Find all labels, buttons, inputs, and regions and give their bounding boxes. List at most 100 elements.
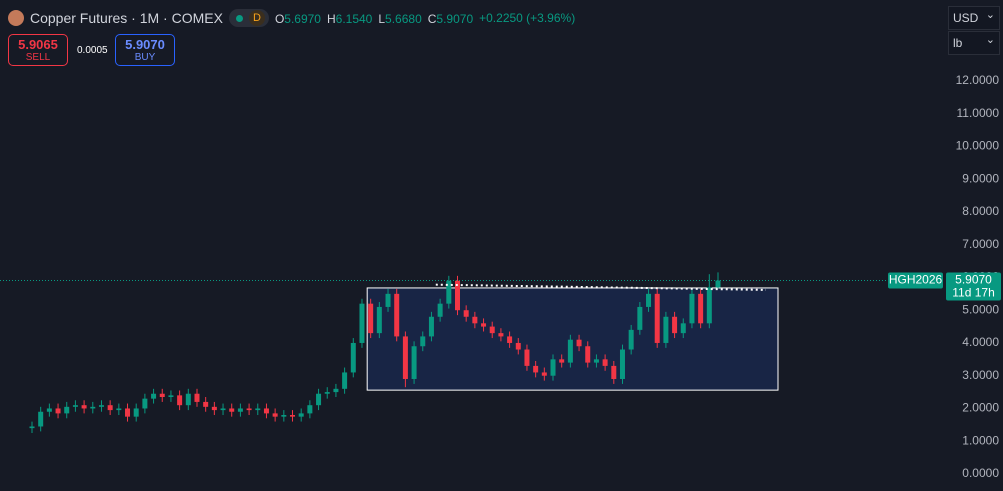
candle-body xyxy=(90,406,96,409)
candle-body xyxy=(611,365,617,379)
y-tick-label: 10.0000 xyxy=(956,139,1000,153)
ohlc-key: H xyxy=(326,12,336,26)
candle-body xyxy=(637,306,643,330)
candle-body xyxy=(698,293,704,324)
candle-body xyxy=(376,306,382,334)
ohlc-key: L xyxy=(378,12,386,26)
candle-body xyxy=(567,339,573,363)
candle-body xyxy=(628,329,634,350)
price-tag xyxy=(946,272,1001,301)
y-tick-label: 12.0000 xyxy=(956,73,1000,87)
candle-body xyxy=(98,405,104,407)
candle-body xyxy=(507,336,513,343)
candle-body xyxy=(541,372,547,376)
candle-body xyxy=(706,287,712,324)
candle-body xyxy=(489,326,495,334)
candle-body xyxy=(368,303,374,334)
candle-body xyxy=(585,346,591,363)
candle-body xyxy=(454,280,460,311)
candle-body xyxy=(46,408,52,412)
candle-body xyxy=(116,408,122,411)
price-tag-countdown: 11d 17h xyxy=(952,286,995,300)
ohlc-item: L5.6680 xyxy=(378,12,421,26)
currency-select[interactable]: USD xyxy=(948,6,1000,30)
candle-body xyxy=(72,405,78,407)
delay-badge: D xyxy=(248,10,265,26)
candle-body xyxy=(472,316,478,324)
candle-body xyxy=(533,365,539,373)
trend-line xyxy=(435,283,767,291)
candle-body xyxy=(402,336,408,379)
ohlc-key: O xyxy=(274,12,285,26)
candle-body xyxy=(333,388,339,393)
y-tick-label: 5.0000 xyxy=(962,302,999,316)
candle-body xyxy=(524,349,530,366)
ohlc-item: C5.9070 xyxy=(428,12,473,26)
sell-button[interactable]: 5.9065 SELL xyxy=(8,34,68,66)
sell-label: SELL xyxy=(25,52,51,63)
candle-body xyxy=(263,408,269,414)
candle-body xyxy=(125,408,131,417)
candle-body xyxy=(203,401,209,407)
candle-body xyxy=(168,395,174,398)
candle-body xyxy=(229,408,235,412)
candle-body xyxy=(428,316,434,337)
candle-body xyxy=(515,342,521,350)
y-tick-label: 7.0000 xyxy=(962,237,999,251)
unit-select[interactable]: lb xyxy=(948,31,1000,55)
market-status-dot xyxy=(235,14,243,22)
candle-body xyxy=(715,280,721,288)
candle-body xyxy=(672,316,678,334)
candle-body xyxy=(646,293,652,307)
symbol-tag-text: HGH2026 xyxy=(889,273,943,287)
status-pill[interactable]: D xyxy=(228,9,269,27)
spread: 0.0005 xyxy=(77,45,108,56)
candle-body xyxy=(298,413,304,417)
candle-body xyxy=(359,303,365,343)
candle-body xyxy=(151,393,157,399)
symbol-title[interactable]: Copper Futures · 1M · COMEX xyxy=(30,10,223,26)
candle-body xyxy=(342,372,348,389)
candle-body xyxy=(437,303,443,317)
candle-body xyxy=(680,323,686,334)
buy-button[interactable]: 5.9070 BUY xyxy=(115,34,175,66)
symbol-tag xyxy=(888,272,943,289)
candle-body xyxy=(394,293,400,337)
symbol-icon xyxy=(8,10,24,26)
candle-body xyxy=(385,293,391,307)
y-tick-label: 1.0000 xyxy=(962,433,999,447)
candle-body xyxy=(290,415,296,417)
ohlc-values: O5.6970 H6.1540 L5.6680 C5.9070 xyxy=(275,10,479,26)
candle-body xyxy=(237,408,243,412)
candle-body xyxy=(272,413,278,417)
candle-body xyxy=(38,411,44,427)
sell-price: 5.9065 xyxy=(18,37,58,52)
candle-body xyxy=(463,310,469,317)
candle-body xyxy=(576,339,582,347)
ohlc-value: 5.6680 xyxy=(385,12,422,26)
candle-body xyxy=(559,359,565,363)
change: +0.2250 (+3.96%) xyxy=(479,11,576,25)
candle-body xyxy=(307,405,313,414)
range-box xyxy=(366,287,779,391)
ohlc-value: 5.9070 xyxy=(436,12,474,26)
ohlc-item: H6.1540 xyxy=(327,12,372,26)
candle-body xyxy=(81,405,87,409)
candle-body xyxy=(211,406,217,411)
candle-body xyxy=(350,342,356,373)
buy-price: 5.9070 xyxy=(125,37,165,52)
ohlc-value: 5.6970 xyxy=(284,12,321,26)
candle-body xyxy=(420,336,426,347)
candle-body xyxy=(142,398,148,409)
y-tick-label: 0.0000 xyxy=(962,466,999,480)
candle-body xyxy=(159,393,165,398)
candle-body xyxy=(107,405,113,411)
candle-body xyxy=(550,359,556,376)
candle-body xyxy=(246,408,252,411)
candle-body xyxy=(619,349,625,379)
candle-body xyxy=(177,395,183,406)
candle-body xyxy=(64,406,70,414)
candle-body xyxy=(194,393,200,402)
candle-body xyxy=(185,393,191,406)
